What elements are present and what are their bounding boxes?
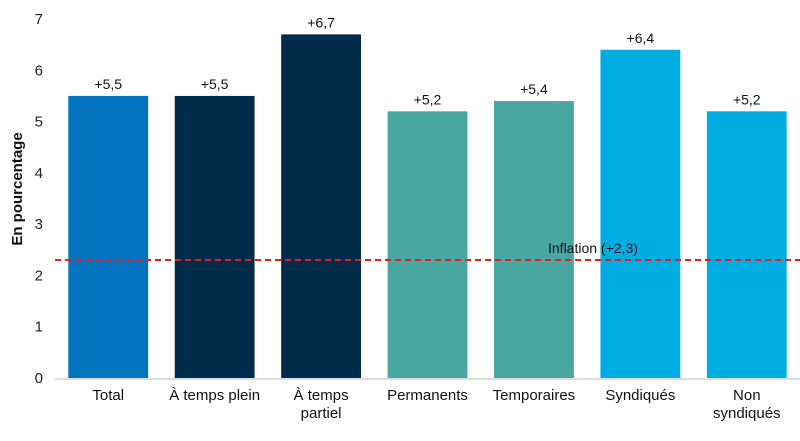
inflation-reference: Inflation (+2,3)	[55, 240, 800, 262]
bar	[494, 101, 574, 379]
y-tick-label: 0	[35, 370, 43, 387]
data-label: +6,7	[307, 14, 335, 30]
bar	[706, 111, 787, 379]
y-tick-label: 5	[35, 114, 43, 131]
bar	[387, 111, 468, 379]
bars	[68, 34, 787, 379]
y-axis-ticks: 0 1 2 3 4 5 6 7	[35, 11, 43, 387]
y-tick-label: 2	[35, 267, 43, 284]
x-tick-label: Non syndiqués	[713, 387, 781, 422]
y-tick-label: 6	[35, 62, 43, 79]
bar	[600, 49, 681, 379]
y-tick-label: 4	[35, 165, 43, 182]
data-label: +5,5	[201, 76, 229, 92]
data-label: +5,4	[520, 81, 548, 97]
bar	[174, 95, 255, 378]
x-tick-label: Total	[92, 387, 124, 404]
y-axis-label: En pourcentage	[9, 132, 26, 245]
x-tick-label: Syndiqués	[605, 387, 675, 404]
data-label: +5,2	[414, 91, 442, 107]
data-label: +5,5	[94, 76, 122, 92]
x-tick-label: Temporaires	[493, 387, 576, 404]
data-labels: +5,5 +5,5 +6,7 +5,2 +5,4 +6,4 +5,2	[94, 14, 760, 107]
x-tick-label: À temps partiel	[294, 387, 349, 422]
x-tick-label: À temps plein	[169, 387, 260, 404]
y-tick-label: 1	[35, 319, 43, 336]
y-tick-label: 7	[35, 11, 43, 28]
y-tick-label: 3	[35, 216, 43, 233]
bar	[281, 34, 361, 379]
x-tick-label: Permanents	[387, 387, 468, 404]
data-label: +5,2	[733, 91, 761, 107]
bar	[68, 95, 149, 378]
x-axis-labels: Total À temps plein À temps partiel Permanen…	[92, 387, 780, 422]
data-label: +6,4	[627, 30, 655, 46]
inflation-label: Inflation (+2,3)	[548, 240, 638, 256]
